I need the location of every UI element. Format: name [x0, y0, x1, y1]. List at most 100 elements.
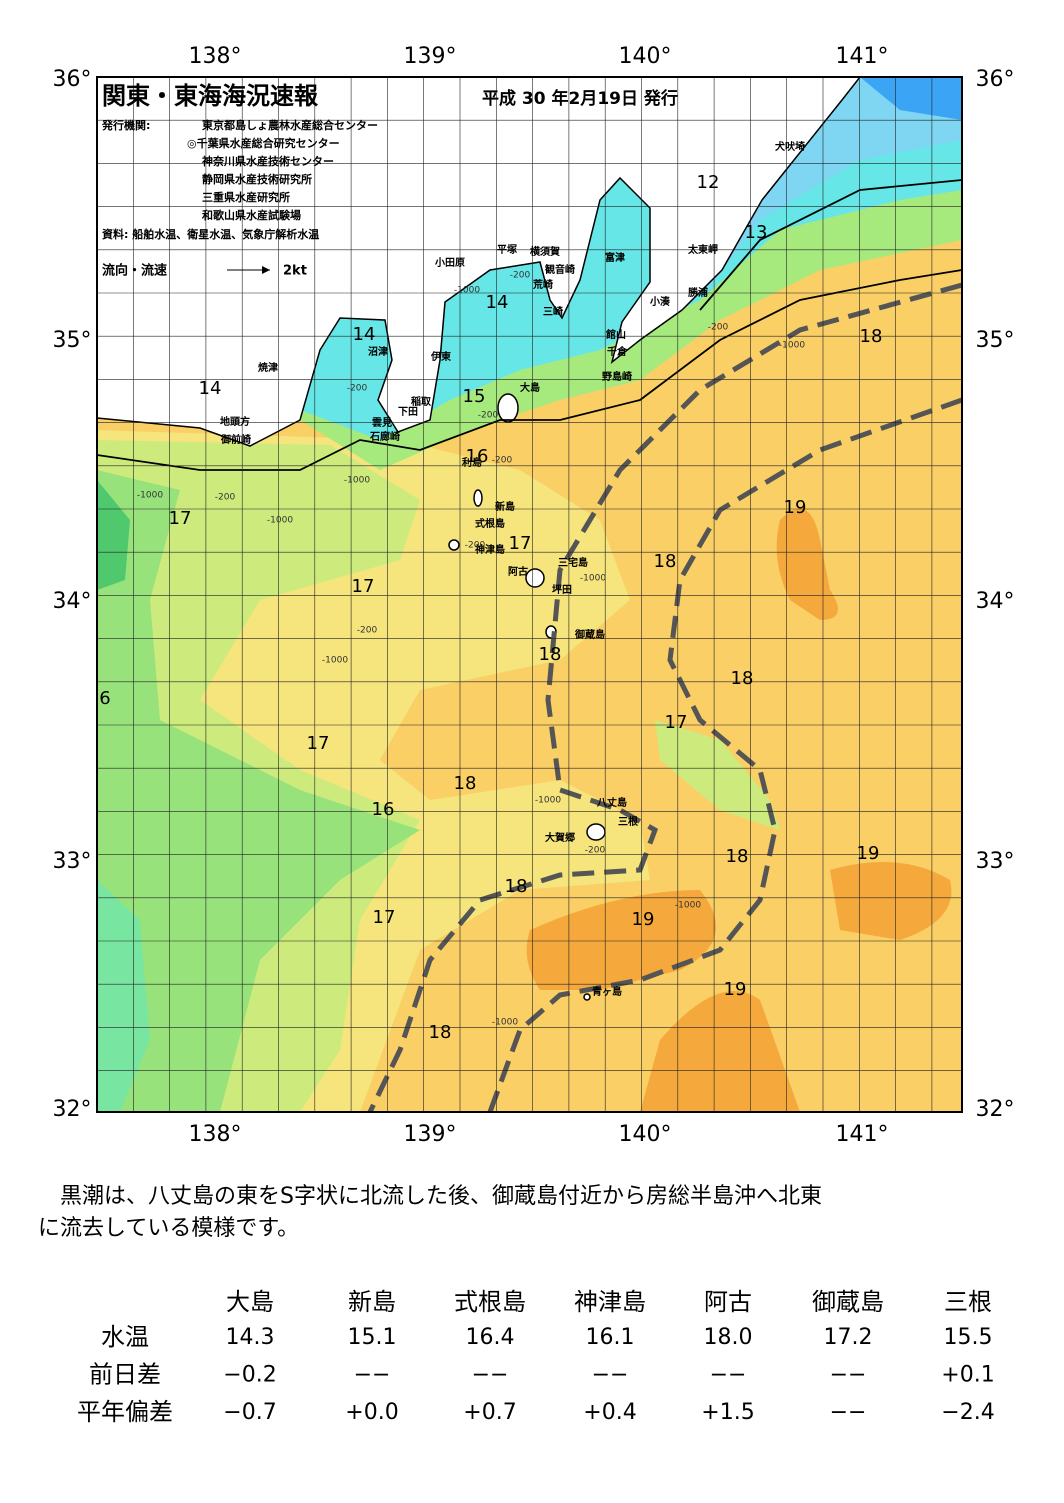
depth-label: -200: [510, 271, 531, 281]
lon-label-bottom: 139°: [404, 1122, 457, 1147]
row-label: 平年偏差: [77, 1398, 173, 1426]
table-cell: +0.7: [463, 1400, 516, 1425]
table-cell: −−: [830, 1400, 867, 1425]
isotherm-label: 19: [724, 979, 747, 1000]
isotherm-label: 17: [509, 533, 532, 554]
place-name: 八丈島: [596, 796, 627, 809]
table-cell: +0.0: [345, 1400, 398, 1425]
isotherm-label: 18: [731, 668, 754, 689]
isotherm-label: 18: [726, 846, 749, 867]
isotherm-label: 14: [199, 378, 222, 399]
depth-label: -200: [347, 384, 368, 394]
isotherm-label: 18: [505, 876, 528, 897]
place-name: 小田原: [434, 256, 465, 269]
publisher: 静岡県水産技術研究所: [202, 172, 312, 186]
isotherm-label: 14: [353, 324, 376, 345]
place-name: 伊東: [430, 350, 451, 363]
table-cell: 15.1: [348, 1325, 397, 1350]
place-name: 青ヶ島: [592, 985, 622, 998]
table-cell: −−: [710, 1363, 747, 1388]
table-header: 阿古: [704, 1288, 752, 1316]
source: 資料: 船舶水温、衛星水温、気象庁解析水温: [102, 227, 319, 241]
depth-label: -1000: [492, 1018, 518, 1028]
place-name: 御前崎: [220, 433, 251, 446]
isotherm-label: 18: [429, 1022, 452, 1043]
table-cell: −0.7: [223, 1400, 276, 1425]
place-name: 坪田: [552, 583, 572, 596]
depth-label: -200: [215, 493, 236, 503]
isotherm-label: 18: [860, 326, 883, 347]
place-name: 式根島: [475, 517, 505, 530]
isotherm-label: 6: [99, 688, 110, 709]
table-cell: −−: [354, 1363, 391, 1388]
place-name: 館山: [605, 328, 626, 341]
lon-label-top: 139°: [404, 44, 457, 69]
depth-label: -200: [492, 456, 513, 466]
isotherm-label: 18: [654, 551, 677, 572]
place-name: 千倉: [607, 345, 628, 358]
place-name: 焼津: [258, 361, 278, 374]
table-header: 大島: [226, 1288, 274, 1316]
isotherm-label: 17: [373, 907, 396, 928]
place-name: 雲見: [372, 417, 392, 429]
map-fill: [97, 77, 962, 1112]
table-cell: 16.1: [586, 1325, 635, 1350]
place-name: 大島: [520, 381, 540, 394]
place-name: 富津: [605, 251, 625, 264]
place-name: 三宅島: [558, 556, 588, 569]
table-cell: +0.4: [583, 1400, 636, 1425]
table-cell: 14.3: [226, 1325, 275, 1350]
place-name: 平塚: [497, 243, 517, 256]
isotherm-label: 17: [169, 508, 192, 529]
table-cell: +1.5: [701, 1400, 754, 1425]
lat-label-left: 33°: [53, 849, 92, 874]
place-name: 阿古: [508, 565, 528, 578]
depth-label: -1000: [779, 341, 805, 351]
table-cell: −−: [830, 1363, 867, 1388]
depth-label: -1000: [322, 656, 348, 666]
lon-label-top: 138°: [189, 44, 242, 69]
row-label: 前日差: [89, 1361, 161, 1389]
place-name: 太東岬: [687, 243, 718, 256]
lat-label-right: 35°: [976, 328, 1015, 353]
table-header: 神津島: [574, 1288, 646, 1316]
depth-label: -200: [357, 626, 378, 636]
place-name: 石廊崎: [369, 430, 400, 443]
issue-date: 平成 30 年2月19日 発行: [482, 88, 678, 109]
lat-label-right: 36°: [976, 67, 1015, 92]
depth-label: -1000: [344, 476, 370, 486]
table-cell: 16.4: [466, 1325, 515, 1350]
legend-scale: 2kt: [283, 264, 307, 279]
isotherm-label: 15: [463, 386, 486, 407]
place-name: 下田: [398, 406, 418, 418]
isotherm-label: 19: [784, 497, 807, 518]
isotherm-label: 14: [486, 292, 509, 313]
table-cell: −2.4: [941, 1400, 994, 1425]
legend-arrowhead: [262, 266, 270, 274]
summary-line: 黒潮は、八丈島の東をS字状に北流した後、御蔵島付近から房総半島沖へ北東: [38, 1184, 822, 1209]
depth-label: -1000: [675, 901, 701, 911]
isotherm-label: 17: [307, 733, 330, 754]
table-cell: 18.0: [704, 1325, 753, 1350]
isotherm-label: 18: [454, 773, 477, 794]
lat-label-right: 34°: [976, 589, 1015, 614]
place-name: 三根: [618, 815, 638, 828]
place-name: 三崎: [543, 305, 563, 318]
place-name: 野島崎: [602, 370, 632, 383]
publisher: ◎千葉県水産総合研究センター: [187, 136, 340, 150]
isotherm-label: 16: [372, 799, 395, 820]
depth-label: -1000: [267, 516, 293, 526]
publisher: 和歌山県水産試験場: [202, 208, 301, 222]
depth-label: -200: [708, 323, 729, 333]
isotherm-label: 19: [857, 843, 880, 864]
lon-label-bottom: 138°: [189, 1122, 242, 1147]
map-frame: [96, 76, 963, 1113]
depth-label: -200: [478, 411, 499, 421]
place-name: 犬吠埼: [775, 140, 805, 153]
publisher: 三重県水産研究所: [202, 190, 290, 204]
publisher-label: 発行機関:: [101, 118, 150, 132]
place-name: 地頭方: [220, 415, 250, 428]
table-cell: +0.1: [941, 1363, 994, 1388]
place-name: 神津島: [475, 543, 505, 556]
